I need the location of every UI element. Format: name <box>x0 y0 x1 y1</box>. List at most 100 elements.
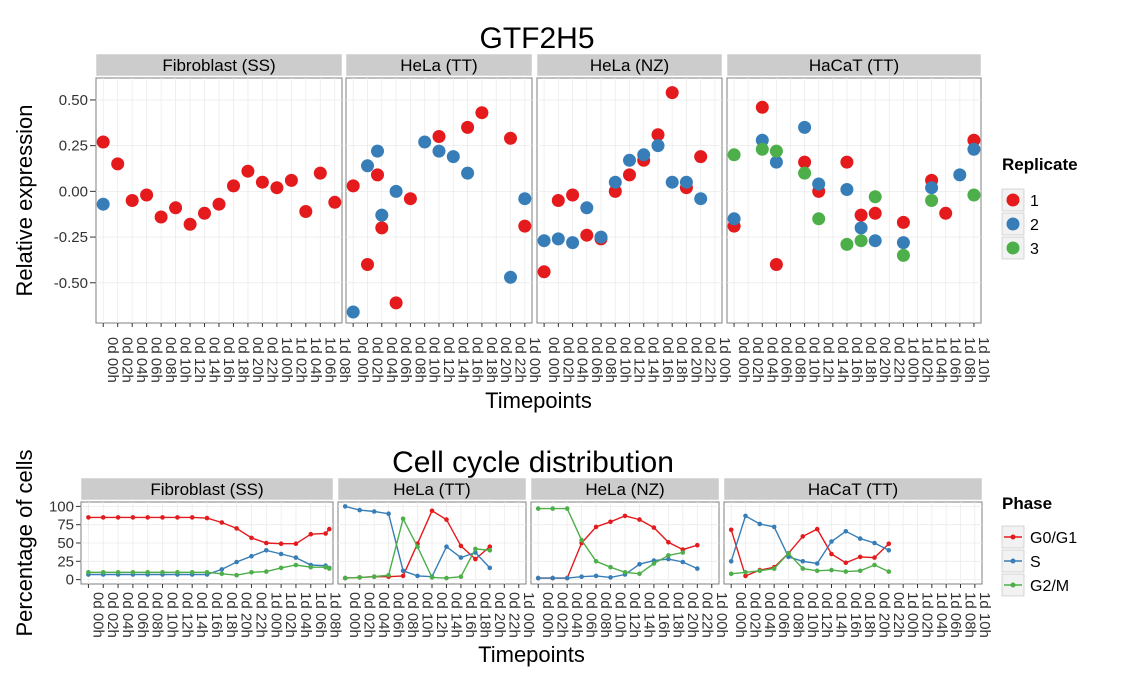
data-point-g2-m <box>786 551 791 556</box>
data-point-1 <box>854 208 868 222</box>
data-point-2 <box>896 236 910 250</box>
x-tick-label: 0d 00h <box>732 592 749 638</box>
data-point-g0-g1 <box>204 515 210 521</box>
x-tick-label: 0d 12h <box>818 592 835 638</box>
data-point-g2-m <box>160 570 165 575</box>
data-point-3 <box>755 142 769 156</box>
data-point-g2-m <box>219 571 225 577</box>
panel-strip-label: HeLa (NZ) <box>585 480 664 499</box>
data-point-g2-m <box>264 569 269 574</box>
x-tick-label: 0d 14h <box>447 592 464 638</box>
legend-label: G0/G1 <box>1030 530 1077 547</box>
x-tick-label: 0d 00h <box>89 592 106 638</box>
panel-strip <box>536 53 723 77</box>
data-point-2 <box>446 150 460 164</box>
x-tick-label: 0d 12h <box>440 337 457 383</box>
data-point-g2-m <box>249 570 254 575</box>
data-point-2 <box>518 192 532 206</box>
data-point-1 <box>299 205 313 218</box>
data-point-3 <box>896 248 910 262</box>
data-point-s <box>458 555 464 560</box>
data-point-2 <box>346 305 360 319</box>
x-axis-title: Timepoints <box>478 642 585 667</box>
x-tick-label: 0d 08h <box>404 592 421 638</box>
data-point-g2-m <box>680 550 686 555</box>
data-point-2 <box>694 192 708 206</box>
legend-point <box>1006 193 1020 207</box>
x-tick-label: 1d 00h <box>526 337 543 383</box>
data-point-g0-g1 <box>249 535 254 541</box>
y-axis-title: Percentage of cells <box>12 449 37 636</box>
data-point-s <box>249 553 254 559</box>
chart-1: GTF2H5 Relative expression 0.50 0.25 0.00 -0.… <box>12 22 1078 413</box>
x-tick-label: 0d 10h <box>426 337 443 383</box>
x-tick-label: 1d 00h <box>278 337 295 383</box>
data-point-3 <box>868 190 882 204</box>
data-point-3 <box>798 166 812 180</box>
data-point-2 <box>418 135 432 149</box>
data-point-2 <box>812 177 826 191</box>
x-tick-label: 0d 20h <box>876 592 893 638</box>
x-tick-label: 0d 00h <box>545 337 562 383</box>
data-point-3 <box>925 194 939 207</box>
data-point-1 <box>798 155 812 169</box>
data-point-1 <box>608 184 622 198</box>
x-tick-label: 1d 00h <box>716 337 733 383</box>
x-tick-label: 0d 16h <box>659 337 676 383</box>
chart-2: Cell cycle distribution Percentage of cel… <box>12 446 1077 667</box>
legend-label: 1 <box>1030 193 1039 210</box>
data-point-g2-m <box>371 574 377 579</box>
x-tick-label: 0d 06h <box>583 592 600 638</box>
data-point-g0-g1 <box>86 515 91 520</box>
data-point-s <box>593 573 599 579</box>
data-point-g0-g1 <box>857 554 863 560</box>
data-point-1 <box>111 157 125 171</box>
x-tick-label: 1d 06h <box>312 592 329 638</box>
legend-point <box>1006 241 1020 255</box>
data-point-2 <box>925 181 939 195</box>
data-point-g0-g1 <box>219 520 225 525</box>
data-point-g0-g1 <box>327 526 332 532</box>
data-point-3 <box>854 234 868 248</box>
data-point-g2-m <box>757 568 763 574</box>
x-tick-label: 1d 00h <box>713 592 730 638</box>
data-point-g0-g1 <box>800 534 806 539</box>
data-point-2 <box>637 148 651 162</box>
data-point-g2-m <box>550 506 555 511</box>
data-point-g2-m <box>564 506 570 511</box>
data-point-g2-m <box>857 568 863 574</box>
data-point-2 <box>566 236 580 250</box>
data-point-3 <box>727 148 741 162</box>
data-point-g0-g1 <box>743 573 748 579</box>
data-point-g2-m <box>814 568 820 574</box>
x-tick-label: 1d 02h <box>919 592 936 638</box>
series-line-s <box>538 558 698 579</box>
x-tick-label: 0d 20h <box>249 337 266 383</box>
panel-strip-label: HeLa (TT) <box>393 480 470 499</box>
x-tick-label: 0d 22h <box>252 592 269 638</box>
data-point-g0-g1 <box>234 526 239 531</box>
x-tick-label: 0d 14h <box>640 592 657 638</box>
x-tick-label: 0d 00h <box>735 337 752 383</box>
data-point-g2-m <box>327 566 332 571</box>
data-point-g0-g1 <box>695 542 700 548</box>
x-tick-label: 0d 20h <box>497 337 514 383</box>
x-tick-label: 0d 18h <box>669 592 686 638</box>
data-point-g2-m <box>386 572 391 578</box>
x-tick-label: 1d 10h <box>976 592 993 638</box>
data-point-g0-g1 <box>264 540 269 546</box>
data-point-g0-g1 <box>622 513 628 519</box>
panel-strip <box>95 53 343 77</box>
data-point-2 <box>594 230 608 244</box>
series-line-s <box>730 514 890 565</box>
data-point-g2-m <box>608 564 613 570</box>
data-point-1 <box>255 175 269 189</box>
data-point-s <box>608 575 613 580</box>
data-point-g2-m <box>278 565 284 571</box>
data-point-g2-m <box>886 569 892 574</box>
data-point-2 <box>854 221 868 235</box>
x-tick-label: 0d 08h <box>411 337 428 383</box>
data-point-g2-m <box>145 570 150 575</box>
data-point-1 <box>939 206 953 220</box>
